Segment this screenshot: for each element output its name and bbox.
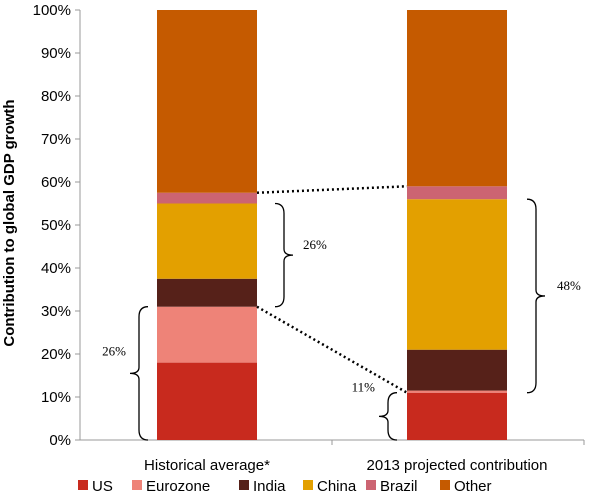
y-tick-label: 90% <box>41 45 71 62</box>
y-tick-label: 20% <box>41 346 71 363</box>
y-tick-label: 30% <box>41 303 71 320</box>
annotation-label: 26% <box>102 343 126 358</box>
legend-label-us: US <box>92 478 113 495</box>
connector-line <box>256 305 408 394</box>
y-axis-label: Contribution to global GDP growth <box>1 99 18 346</box>
y-tick-label: 40% <box>41 260 71 277</box>
annotation-label: 48% <box>557 278 581 293</box>
annotation-label: 11% <box>352 379 376 394</box>
y-tick-label: 100% <box>33 2 71 19</box>
legend-label-brazil: Brazil <box>380 478 418 495</box>
bar-china-2 <box>407 199 507 350</box>
legend-swatch-china <box>303 480 313 490</box>
bar-eurozone-1 <box>157 306 257 363</box>
bar-brazil-1 <box>157 192 257 204</box>
brace-historical-india-china <box>274 202 294 308</box>
bar-india-1 <box>157 278 257 307</box>
bar-other-1 <box>157 10 257 193</box>
y-tick-label: 60% <box>41 174 71 191</box>
legend-swatch-brazil <box>366 480 376 490</box>
category-label: Historical average* <box>144 457 270 474</box>
y-tick-label: 10% <box>41 389 71 406</box>
legend-swatch-other <box>440 480 450 490</box>
legend: US Eurozone India China Brazil Other <box>78 478 492 495</box>
legend-swatch-us <box>78 480 88 490</box>
y-tick-label: 0% <box>49 432 71 449</box>
brace-2013-china-india <box>526 198 546 394</box>
bar-us-2 <box>407 392 507 440</box>
bar-china-1 <box>157 203 257 279</box>
y-tick-labels: 0% 10% 20% 30% 40% 50% 60% 70% 80% 90% 100% <box>33 2 80 449</box>
brace-2013-us <box>378 392 398 441</box>
legend-label-eurozone: Eurozone <box>146 478 210 495</box>
legend-label-china: China <box>317 478 357 495</box>
legend-swatch-india <box>239 480 249 490</box>
bar-india-2 <box>407 349 507 391</box>
brace-historical-us-eurozone <box>129 306 149 441</box>
legend-label-india: India <box>253 478 286 495</box>
y-tick-label: 70% <box>41 131 71 148</box>
bar-brazil-2 <box>407 186 507 200</box>
bar-other-2 <box>407 10 507 187</box>
bar-us-1 <box>157 362 257 440</box>
annotation-label: 26% <box>303 237 327 252</box>
annotations: 26% 26% 48% 11% <box>102 185 581 441</box>
bars <box>157 10 507 440</box>
legend-label-other: Other <box>454 478 492 495</box>
y-tick-label: 50% <box>41 217 71 234</box>
legend-swatch-eurozone <box>132 480 142 490</box>
category-label: 2013 projected contribution <box>367 457 548 474</box>
bar-eurozone-2 <box>407 390 507 393</box>
y-tick-label: 80% <box>41 88 71 105</box>
axes <box>79 10 585 445</box>
category-labels: Historical average* 2013 projected contri… <box>144 457 547 474</box>
connector-line <box>256 185 408 194</box>
